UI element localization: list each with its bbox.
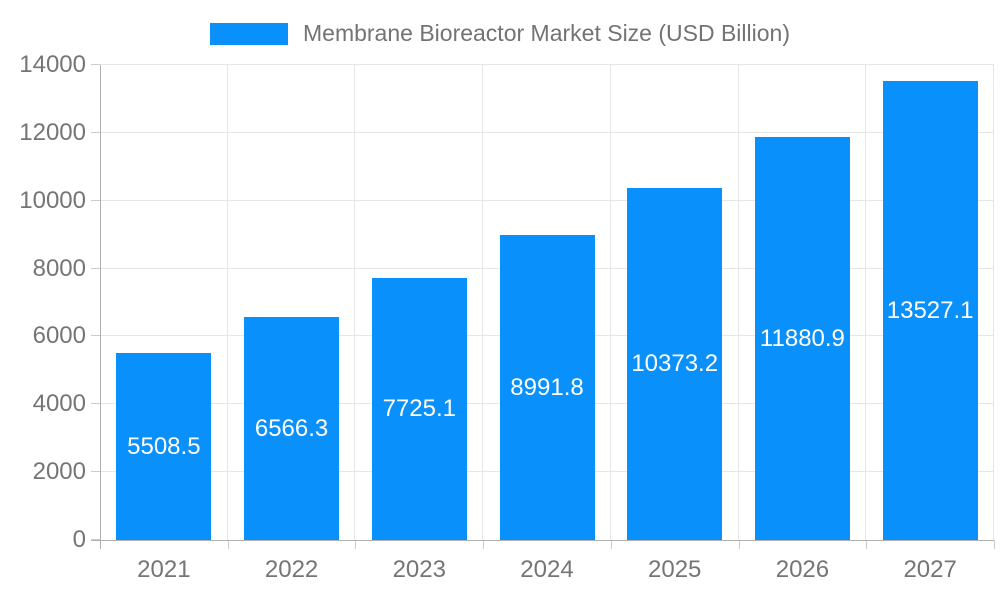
y-axis-label: 6000 xyxy=(32,322,86,349)
x-axis-label: 2021 xyxy=(137,556,191,583)
y-gridline xyxy=(100,200,994,201)
bar-value-label: 8991.8 xyxy=(510,373,584,401)
y-axis-label: 12000 xyxy=(19,119,86,146)
x-axis-label: 2022 xyxy=(264,556,319,583)
bar[interactable] xyxy=(500,235,595,540)
y-axis-label: 10000 xyxy=(19,187,86,214)
bar-value-label: 13527.1 xyxy=(886,296,974,324)
plot-area: 0 2000 4000 6000 8000 10000 12000 14000 5508.5 20… xyxy=(19,51,995,583)
y-axis-label: 8000 xyxy=(32,255,86,282)
y-tick xyxy=(91,268,100,269)
x-tick xyxy=(483,540,484,549)
y-axis-label: 0 xyxy=(72,526,86,553)
x-gridline xyxy=(865,65,866,540)
x-gridline xyxy=(993,65,994,540)
x-tick xyxy=(611,540,612,549)
bar-value-label: 11880.9 xyxy=(759,324,845,352)
x-gridline xyxy=(227,65,228,540)
y-axis-label: 2000 xyxy=(32,458,86,485)
x-tick xyxy=(739,540,740,549)
x-axis-label: 2023 xyxy=(392,556,446,583)
x-gridline xyxy=(482,65,483,540)
x-gridline xyxy=(738,65,739,540)
y-axis-line xyxy=(100,65,101,549)
x-axis-line xyxy=(91,540,994,541)
y-axis-label: 14000 xyxy=(19,51,86,78)
bar-value-label: 7725.1 xyxy=(382,395,456,422)
legend-label: Membrane Bioreactor Market Size (USD Bil… xyxy=(303,20,790,46)
bar[interactable] xyxy=(627,188,722,540)
x-axis-label: 2027 xyxy=(903,556,957,583)
bar[interactable] xyxy=(755,137,850,540)
y-tick xyxy=(91,403,100,404)
legend-marker xyxy=(210,22,288,45)
bar[interactable] xyxy=(244,317,339,540)
y-tick xyxy=(91,471,100,472)
legend: Membrane Bioreactor Market Size (USD Bil… xyxy=(0,20,1000,47)
x-axis-label: 2026 xyxy=(775,556,830,583)
y-tick xyxy=(91,539,100,540)
bar[interactable] xyxy=(883,81,978,540)
x-tick xyxy=(994,540,995,549)
bar[interactable] xyxy=(116,353,211,540)
x-tick xyxy=(228,540,229,549)
bar-value-label: 6566.3 xyxy=(254,414,329,442)
x-gridline xyxy=(354,65,355,540)
x-tick xyxy=(355,540,356,549)
y-tick xyxy=(91,335,100,336)
y-tick xyxy=(91,132,100,133)
y-gridline xyxy=(100,132,994,133)
x-axis-label: 2024 xyxy=(520,556,574,583)
bar-value-label: 5508.5 xyxy=(127,432,201,460)
bar-value-label: 10373.2 xyxy=(631,350,719,377)
y-tick xyxy=(91,64,100,65)
y-tick xyxy=(91,200,100,201)
x-gridline xyxy=(610,65,611,540)
y-axis-label: 4000 xyxy=(32,390,86,417)
x-tick xyxy=(866,540,867,549)
bar[interactable] xyxy=(372,278,467,540)
y-gridline xyxy=(100,64,994,65)
x-axis-label: 2025 xyxy=(648,556,702,583)
